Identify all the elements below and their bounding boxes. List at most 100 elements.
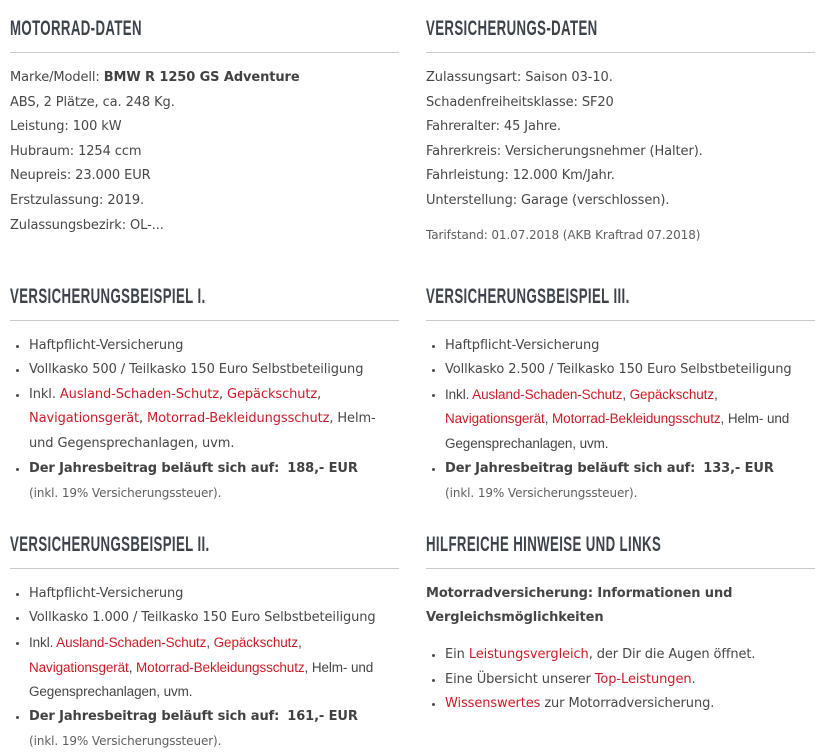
separator: , <box>206 634 214 650</box>
data-line-erstzulassung: Erstzulassung: 2019. <box>10 192 145 208</box>
inkl-prefix: Inkl. <box>29 386 60 402</box>
model-line: Marke/Modell: BMW R 1250 GS Adventure <box>10 66 399 91</box>
price-label: Der Jahresbeitrag beläuft sich auf: <box>29 708 280 724</box>
separator: , <box>544 411 553 427</box>
list-item-top-leistungen: Eine Übersicht unserer Top-Leistungen. <box>445 668 815 693</box>
link-ausland-schaden-schutz[interactable]: Ausland-Schaden-Schutz <box>472 386 623 402</box>
section-divider <box>426 52 815 53</box>
item-suffix: zur Motorradversicherung. <box>540 696 715 712</box>
section-title: MOTORRAD-DATEN <box>10 17 142 40</box>
link-motorrad-bekleidungsschutz[interactable]: Motorrad-Bekleidungsschutz <box>136 659 305 675</box>
section-versicherungsbeispiel-1: VERSICHERUNGSBEISPIEL I. Haftpflicht-Ver… <box>10 284 399 506</box>
separator: , <box>218 386 228 402</box>
price-value: 133,- EUR <box>703 460 774 476</box>
list-item-inklusive: Inkl. Ausland-Schaden-Schutz, Gepäckschu… <box>29 631 399 705</box>
list-item-kasko: Vollkasko 500 / Teilkasko 150 Euro Selbs… <box>29 358 399 383</box>
link-navigationsgeraet[interactable]: Navigationsgerät <box>445 411 545 427</box>
separator: , <box>138 411 148 427</box>
list-item-haftpflicht: Haftpflicht-Versicherung <box>29 582 399 607</box>
data-line-unterstellung: Unterstellung: Garage (verschlossen). <box>426 192 670 208</box>
section-title: VERSICHERUNGSBEISPIEL I. <box>10 284 206 308</box>
price-value: 161,- EUR <box>287 708 358 724</box>
link-motorrad-bekleidungsschutz[interactable]: Motorrad-Bekleidungsschutz <box>147 411 330 427</box>
section-heading: HILFREICHE HINWEISE UND LINKS <box>426 532 815 558</box>
section-heading: VERSICHERUNGSBEISPIEL I. <box>10 284 399 310</box>
item-prefix: Ein <box>445 646 469 662</box>
data-line-fahrerkreis: Fahrerkreis: Versicherungsnehmer (Halter… <box>426 143 703 159</box>
link-ausland-schaden-schutz[interactable]: Ausland-Schaden-Schutz <box>56 634 207 650</box>
link-leistungsvergleich[interactable]: Leistungsvergleich <box>468 646 589 662</box>
data-line-zulassungsart: Zulassungsart: Saison 03-10. <box>426 70 613 85</box>
link-ausland-schaden-schutz[interactable]: Ausland-Schaden-Schutz <box>59 386 219 402</box>
link-gepaeckschutz[interactable]: Gepäckschutz <box>629 386 714 402</box>
section-versicherungs-daten: VERSICHERUNGS-DATEN Zulassungsart: Saiso… <box>426 16 815 246</box>
tax-note: (inkl. 19% Versicherungssteuer). <box>29 486 222 501</box>
list-item-kasko: Vollkasko 2.500 / Teilkasko 150 Euro Sel… <box>445 358 815 383</box>
model-value: BMW R 1250 GS Adventure <box>103 70 300 85</box>
list-item-jahresbeitrag: Der Jahresbeitrag beläuft sich auf: 133,-… <box>445 457 815 506</box>
inkl-suffix: , Helm- und Gegensprechanlagen, uvm. <box>29 411 376 451</box>
price-line: Der Jahresbeitrag beläuft sich auf: 133,-… <box>445 461 774 476</box>
link-top-leistungen[interactable]: Top-Leistungen <box>594 671 692 687</box>
separator: , <box>317 386 322 402</box>
inkl-prefix: Inkl. <box>445 386 473 402</box>
separator: , <box>622 386 630 402</box>
separator: , <box>713 386 718 402</box>
link-gepaeckschutz[interactable]: Gepäckschutz <box>213 634 298 650</box>
link-navigationsgeraet[interactable]: Navigationsgerät <box>29 659 129 675</box>
list-item-haftpflicht: Haftpflicht-Versicherung <box>29 334 399 359</box>
section-divider <box>426 319 815 321</box>
section-versicherungsbeispiel-2: VERSICHERUNGSBEISPIEL II. Haftpflicht-Ve… <box>10 532 399 754</box>
links-list: Ein Leistungsvergleich, der Dir die Auge… <box>426 643 815 717</box>
price-line: Der Jahresbeitrag beläuft sich auf: 188,-… <box>29 461 358 476</box>
separator: , <box>297 634 302 650</box>
tarifstand-note: Tarifstand: 01.07.2018 (AKB Kraftrad 07.… <box>426 227 701 242</box>
section-heading: VERSICHERUNGSBEISPIEL III. <box>426 284 815 310</box>
list-item-leistungsvergleich: Ein Leistungsvergleich, der Dir die Auge… <box>445 643 815 668</box>
separator: , <box>128 659 137 675</box>
price-value: 188,- EUR <box>287 460 358 476</box>
data-line-leistung: Leistung: 100 kW <box>10 119 122 135</box>
list-item-inklusive: Inkl. Ausland-Schaden-Schutz, Gepäckschu… <box>29 383 399 457</box>
model-label: Marke/Modell: <box>10 70 100 85</box>
section-heading: MOTORRAD-DATEN <box>10 16 399 42</box>
link-gepaeckschutz[interactable]: Gepäckschutz <box>227 386 318 402</box>
link-wissenswertes[interactable]: Wissenswertes <box>445 696 541 712</box>
list-item-kasko: Vollkasko 1.000 / Teilkasko 150 Euro Sel… <box>29 606 399 631</box>
section-title: HILFREICHE HINWEISE UND LINKS <box>426 532 662 556</box>
benefit-list: Haftpflicht-Versicherung Vollkasko 1.000… <box>10 582 399 754</box>
price-label: Der Jahresbeitrag beläuft sich auf: <box>445 460 696 476</box>
list-item-jahresbeitrag: Der Jahresbeitrag beläuft sich auf: 188,-… <box>29 457 399 506</box>
section-title: VERSICHERUNGSBEISPIEL III. <box>426 284 630 308</box>
section-divider <box>10 52 399 53</box>
section-divider <box>10 567 399 569</box>
section-divider <box>10 319 399 321</box>
item-prefix: Eine Übersicht unserer <box>445 671 595 687</box>
benefit-list: Haftpflicht-Versicherung Vollkasko 500 /… <box>10 334 399 506</box>
inkl-prefix: Inkl. <box>29 634 57 650</box>
data-line-hubraum: Hubraum: 1254 ccm <box>10 143 142 159</box>
section-heading: VERSICHERUNGS-DATEN <box>426 16 815 42</box>
inkl-suffix: , Helm- und Gegensprechanlagen, uvm. <box>445 411 790 451</box>
section-versicherungsbeispiel-3: VERSICHERUNGSBEISPIEL III. Haftpflicht-V… <box>426 284 815 506</box>
tax-note: (inkl. 19% Versicherungssteuer). <box>29 734 222 749</box>
list-item-wissenswertes: Wissenswertes zur Motorradversicherung. <box>445 692 815 717</box>
list-item-haftpflicht: Haftpflicht-Versicherung <box>445 334 815 359</box>
section-motorrad-daten: MOTORRAD-DATEN Marke/Modell: BMW R 1250 … <box>10 16 399 246</box>
data-line-neupreis: Neupreis: 23.000 EUR <box>10 168 151 184</box>
data-line-schadenfreiheitsklasse: Schadenfreiheitsklasse: SF20 <box>426 94 614 110</box>
section-title: VERSICHERUNGSBEISPIEL II. <box>10 532 210 556</box>
inkl-suffix: , Helm- und Gegensprechanlagen, uvm. <box>29 659 374 700</box>
versicherung-data: Zulassungsart: Saison 03-10. Schadenfrei… <box>426 66 815 246</box>
motorrad-data: Marke/Modell: BMW R 1250 GS Adventure AB… <box>10 66 399 238</box>
benefit-list: Haftpflicht-Versicherung Vollkasko 2.500… <box>426 334 815 506</box>
data-line-zulassungsbezirk: Zulassungsbezirk: OL-... <box>10 217 164 233</box>
data-line-fahreralter: Fahreralter: 45 Jahre. <box>426 119 561 135</box>
item-suffix: . <box>691 671 696 687</box>
link-motorrad-bekleidungsschutz[interactable]: Motorrad-Bekleidungsschutz <box>552 411 721 427</box>
section-heading: VERSICHERUNGSBEISPIEL II. <box>10 532 399 558</box>
data-line-abs: ABS, 2 Plätze, ca. 248 Kg. <box>10 94 175 110</box>
price-line: Der Jahresbeitrag beläuft sich auf: 161,-… <box>29 709 358 724</box>
link-navigationsgeraet[interactable]: Navigationsgerät <box>29 411 139 427</box>
